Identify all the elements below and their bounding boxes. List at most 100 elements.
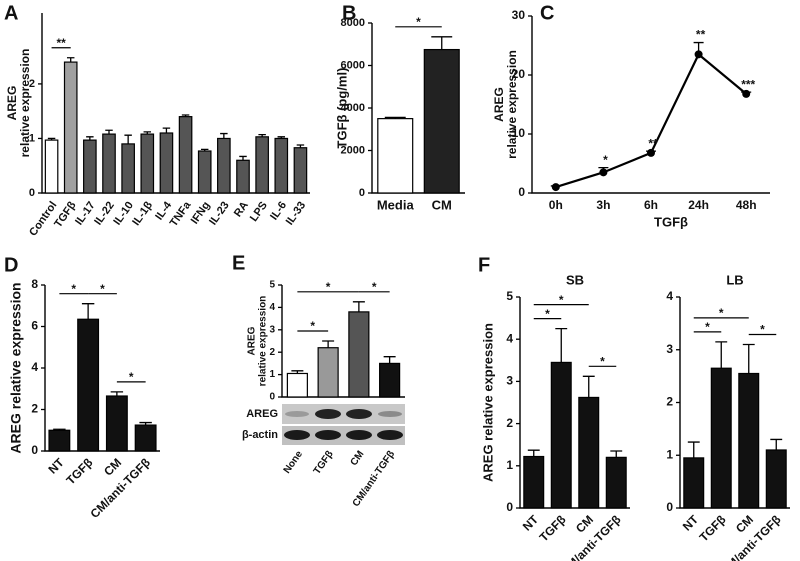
error-bar [384, 116, 406, 119]
error-bar [527, 449, 540, 457]
error-bar [181, 114, 190, 117]
error-bar [162, 127, 171, 133]
error-bar [66, 57, 75, 63]
error-bar [143, 131, 152, 135]
y-tick-label: 1 [666, 447, 673, 461]
chart-title: SB [566, 272, 584, 287]
bar [44, 139, 59, 194]
bar [102, 133, 116, 194]
error-bar [322, 340, 335, 348]
x-tick-label: IL-33 [284, 200, 309, 228]
y-tick-label: 0 [666, 500, 673, 514]
bar [377, 118, 414, 194]
y-axis-label: AREG [5, 86, 19, 121]
blot-strip [282, 426, 405, 445]
blot-band [315, 409, 341, 419]
y-tick-label: 20 [512, 67, 526, 81]
significance-label: * [705, 320, 710, 334]
panel-letter: B [342, 2, 356, 24]
western-blot: AREG β-actin [242, 404, 405, 445]
error-bar [53, 428, 66, 431]
bar [236, 159, 250, 194]
x-tick-label: NT [46, 455, 68, 477]
bar [255, 136, 269, 194]
y-tick-label: 1 [506, 458, 513, 472]
significance-label: * [545, 307, 550, 321]
x-tick-label: NT [520, 512, 542, 534]
error-bar [124, 134, 132, 144]
error-bar [296, 144, 305, 148]
y-tick-label: 5 [506, 289, 513, 303]
x-tick-label: IL-23 [207, 200, 232, 228]
significance-label: * [100, 282, 105, 296]
significance-label: ** [56, 36, 66, 50]
blot-band [315, 430, 341, 440]
error-bar [277, 136, 286, 139]
blot-band [377, 430, 403, 440]
bar [765, 449, 787, 509]
bar [77, 318, 100, 452]
blot-label: β-actin [242, 429, 278, 441]
error-bar [687, 441, 700, 458]
significance-label: * [600, 355, 605, 369]
error-bar [582, 375, 595, 398]
error-bar [770, 438, 783, 450]
blot-band [378, 411, 402, 417]
point [694, 50, 703, 59]
error-bar [105, 129, 113, 135]
y-tick-label: 2 [269, 347, 275, 358]
significance-label: *** [741, 77, 755, 91]
y-tick-label: 0 [359, 187, 365, 199]
x-tick-label: 48h [736, 198, 757, 212]
x-tick-label: CM [432, 197, 452, 212]
x-tick-label: TGFβ [312, 449, 336, 477]
significance-label: * [719, 306, 724, 320]
bar [605, 456, 627, 509]
error-bar [239, 155, 247, 161]
y-tick-label: 4 [269, 302, 275, 313]
panel-letter: D [4, 254, 18, 276]
bar [710, 367, 732, 509]
error-bar [291, 370, 304, 374]
error-bar [47, 137, 56, 141]
y-tick-label: 0 [506, 500, 513, 514]
y-axis-label: AREG relative expression [480, 323, 495, 482]
error-bar [715, 341, 728, 369]
x-tick-label: CM [349, 449, 367, 468]
bar [48, 429, 71, 452]
point [551, 183, 560, 192]
panel-letter: A [4, 2, 18, 24]
bar [578, 396, 600, 509]
x-tick-label: TGFβ [537, 512, 569, 544]
y-tick-label: 2 [29, 78, 35, 90]
bar [348, 311, 370, 398]
x-tick-label: TGFβ [63, 455, 95, 487]
bar [105, 395, 128, 452]
significance-label: ** [648, 136, 658, 150]
error-bar [200, 148, 209, 151]
bar [550, 361, 572, 509]
bar [423, 48, 460, 194]
bar [683, 457, 705, 509]
bar [286, 372, 308, 398]
bar [140, 133, 155, 194]
x-tick-label: 6h [644, 198, 658, 212]
y-tick-label: 4 [506, 331, 513, 345]
x-tick-label: None [282, 449, 306, 476]
significance-label: * [416, 15, 421, 29]
x-tick-label: 24h [688, 198, 709, 212]
chart-title: LB [726, 272, 743, 287]
y-tick-label: 6000 [341, 59, 365, 71]
axis-line [41, 13, 310, 194]
x-tick-label: IL-17 [73, 200, 98, 228]
x-axis-label: TGFβ [654, 214, 688, 229]
y-tick-label: 2 [666, 395, 673, 409]
bar [217, 137, 231, 194]
bar [121, 143, 135, 194]
x-tick-label: TGFβ [697, 512, 729, 544]
significance-label: * [310, 319, 315, 333]
y-tick-label: 4000 [341, 102, 365, 114]
bar [523, 455, 545, 509]
y-tick-label: 5 [269, 280, 275, 291]
x-tick-label: Media [377, 197, 415, 212]
